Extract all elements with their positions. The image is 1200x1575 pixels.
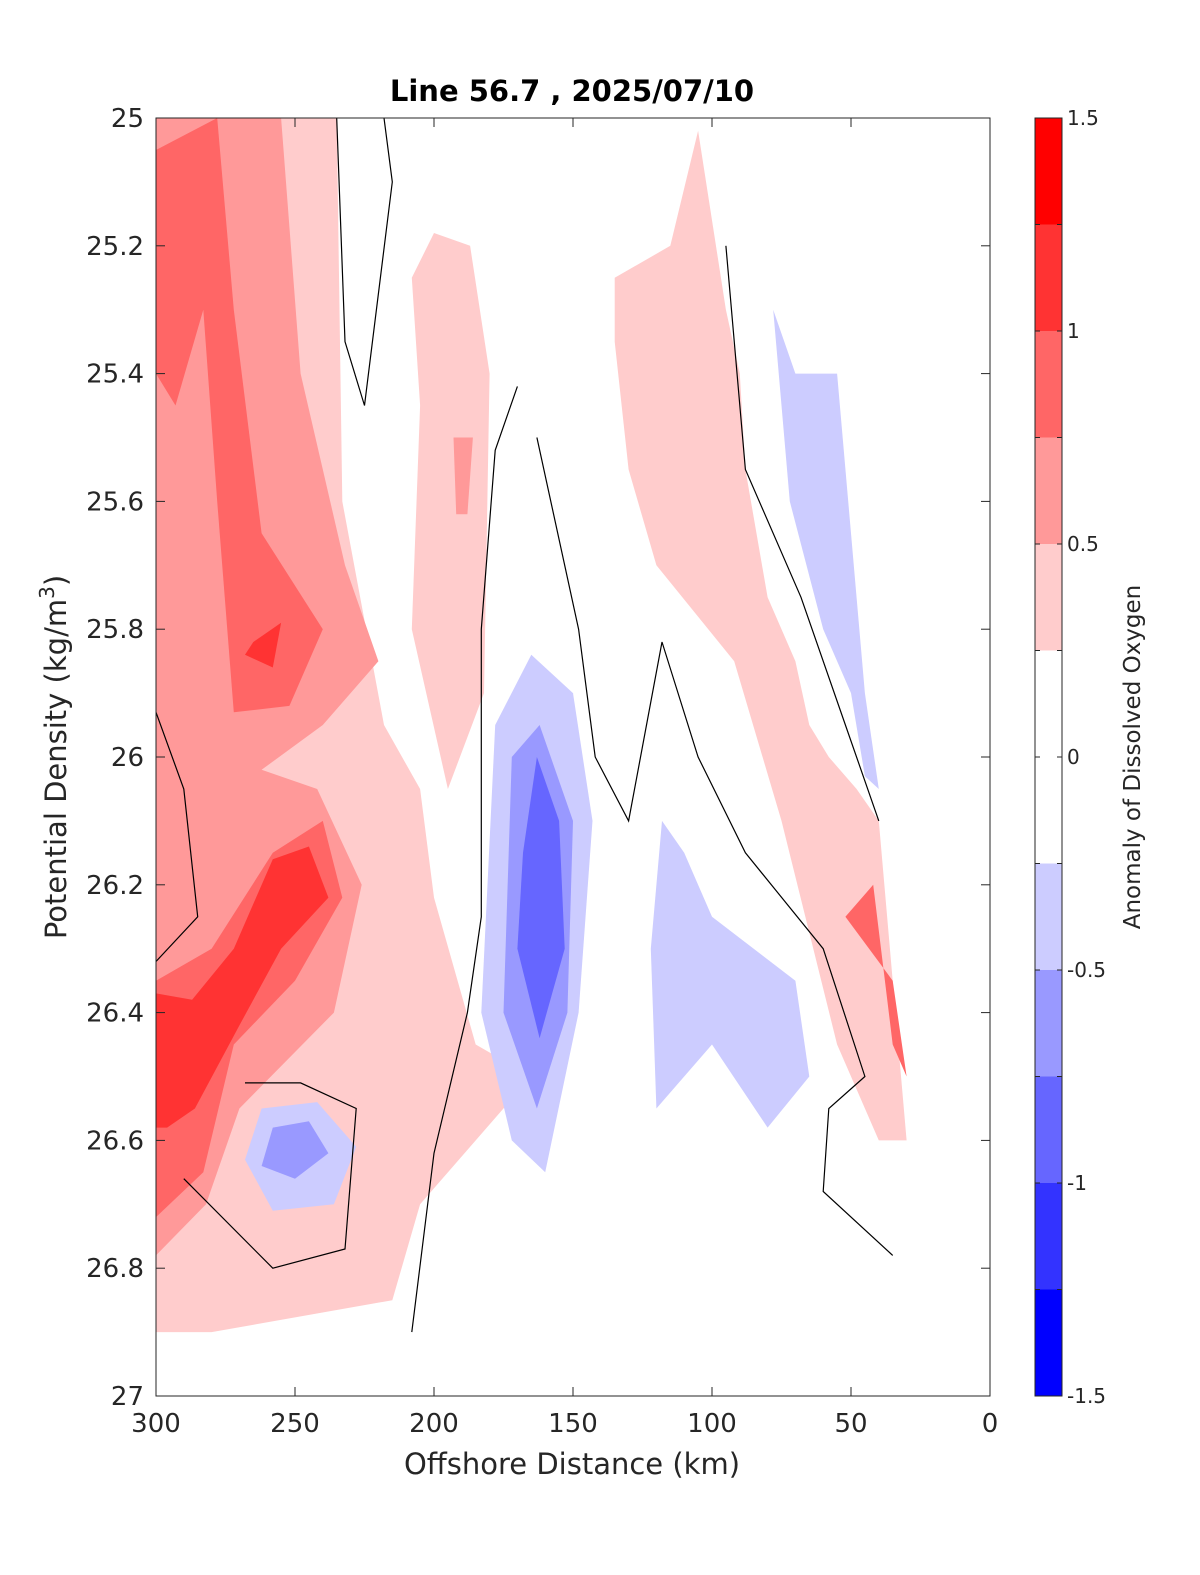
colorbar-swatch xyxy=(1035,224,1062,331)
colorbar: 1.5 1 0.5 0 -0.5 -1 -1.5 xyxy=(1034,106,1106,1408)
colorbar-swatch xyxy=(1035,1289,1062,1396)
colorbar-tick-label: -1.5 xyxy=(1067,1384,1106,1408)
colorbar-swatch xyxy=(1035,1183,1062,1290)
colorbar-swatch xyxy=(1035,118,1062,225)
zero-contour-line-3 xyxy=(183,1082,357,1269)
colorbar-tick-label: 0 xyxy=(1067,745,1080,769)
x-tick-label: 200 xyxy=(409,1409,459,1439)
y-tick-label: 27 xyxy=(111,1382,144,1412)
x-tick-label: 150 xyxy=(548,1409,598,1439)
zero-contour-line-2 xyxy=(155,712,199,962)
zero-contour-line-6 xyxy=(725,245,880,822)
contour-region-nearshore-negative-strip xyxy=(773,309,879,789)
x-tick-label: 50 xyxy=(834,1409,867,1439)
y-axis-label-suffix: ) xyxy=(39,575,73,586)
contour-region-midshelf-positive-core xyxy=(453,437,473,515)
contour-region-midshelf-positive-tongue xyxy=(411,233,490,789)
y-tick-label: 25 xyxy=(111,104,144,134)
contour-region-offshore-core-0.75 xyxy=(156,118,323,713)
colorbar-swatch xyxy=(1035,970,1062,1077)
y-tick-label: 25.2 xyxy=(86,232,144,262)
colorbar-swatch xyxy=(1035,437,1062,544)
colorbar-tick-label: 0.5 xyxy=(1067,532,1099,556)
contour-region-shelf-positive-band xyxy=(614,130,907,1141)
contour-region-deep-positive-core-1.0 xyxy=(156,846,329,1128)
plot-area xyxy=(155,117,907,1333)
colorbar-frame xyxy=(1034,117,1063,1397)
contour-region-inner-negative-eddy-0.5 xyxy=(261,1121,329,1179)
y-tick-label: 26 xyxy=(111,743,144,773)
y-axis-label-main: Potential Density (kg/m xyxy=(39,599,73,939)
y-tick-label: 25.8 xyxy=(86,615,144,645)
y-tick-label: 25.4 xyxy=(86,360,144,390)
colorbar-swatch xyxy=(1035,650,1062,757)
colorbar-swatch xyxy=(1035,757,1062,864)
colorbar-label: Anomaly of Dissolved Oxygen xyxy=(1120,585,1146,930)
colorbar-swatch xyxy=(1035,331,1062,438)
contour-region-shelf-negative-patch xyxy=(650,820,810,1128)
x-tick-label: 250 xyxy=(270,1409,320,1439)
y-tick-label: 26.6 xyxy=(86,1126,144,1156)
y-axis-label-superscript: 3 xyxy=(35,586,59,599)
x-tick-label: 0 xyxy=(982,1409,999,1439)
zero-contour-line-5 xyxy=(536,437,894,1256)
y-tick-label: 26.4 xyxy=(86,999,144,1029)
colorbar-tick-label: -1 xyxy=(1067,1171,1087,1195)
colorbar-swatch xyxy=(1035,863,1062,970)
y-tick-label: 26.2 xyxy=(86,871,144,901)
colorbar-tick-label: -0.5 xyxy=(1067,958,1106,982)
contour-region-nearshore-positive-core xyxy=(845,884,907,1077)
y-tick-label: 26.8 xyxy=(86,1254,144,1284)
colorbar-tick-label: 1 xyxy=(1067,319,1080,343)
zero-contour-line-1 xyxy=(336,117,393,406)
contour-region-central-negative-core-0.75 xyxy=(517,757,565,1039)
chart-title: Line 56.7 , 2025/07/10 xyxy=(390,74,754,108)
x-axis: 300 250 200 150 100 50 0 xyxy=(131,118,998,1439)
y-axis-label: Potential Density (kg/m3) xyxy=(35,575,73,939)
colorbar-swatch xyxy=(1035,544,1062,651)
contour-region-offshore-core-1.0 xyxy=(245,622,282,668)
y-axis: 25 25.2 25.4 25.6 25.8 26 26.2 26.4 26.6 26.8 27 xyxy=(86,104,990,1412)
x-tick-label: 100 xyxy=(687,1409,737,1439)
colorbar-tick-label: 1.5 xyxy=(1067,106,1099,130)
x-axis-label: Offshore Distance (km) xyxy=(404,1447,740,1481)
zero-contour-line-4 xyxy=(411,386,518,1333)
y-tick-label: 25.6 xyxy=(86,487,144,517)
colorbar-swatch xyxy=(1035,1076,1062,1183)
x-tick-label: 300 xyxy=(131,1409,181,1439)
